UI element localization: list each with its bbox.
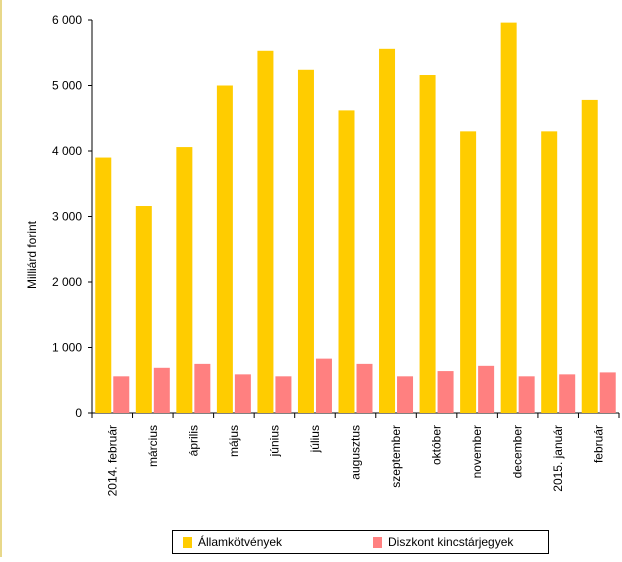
x-tick-label: október bbox=[430, 425, 444, 465]
bar-diszkont bbox=[153, 367, 170, 413]
x-tick-label: június bbox=[267, 425, 281, 457]
bar-diszkont bbox=[559, 374, 576, 413]
x-tick-label: augusztus bbox=[349, 425, 363, 480]
bar-allamkotvenyek bbox=[176, 147, 193, 413]
bar-allamkotvenyek bbox=[95, 157, 112, 413]
legend-label-allamkotvenyek: Államkötvények bbox=[198, 535, 283, 549]
y-tick-label: 3 000 bbox=[52, 210, 82, 224]
bar-allamkotvenyek bbox=[379, 48, 396, 413]
x-tick-label: július bbox=[308, 425, 322, 453]
bar-diszkont bbox=[194, 363, 211, 413]
bar-diszkont bbox=[234, 374, 251, 413]
bar-diszkont bbox=[275, 376, 292, 413]
x-tick-label: december bbox=[511, 425, 525, 478]
x-tick-label: 2015. január bbox=[551, 425, 565, 492]
x-tick-label: május bbox=[227, 425, 241, 457]
x-tick-label: november bbox=[470, 425, 484, 478]
y-tick-label: 4 000 bbox=[52, 144, 82, 158]
y-tick-label: 5 000 bbox=[52, 79, 82, 93]
bar-diszkont bbox=[437, 371, 454, 413]
bar-allamkotvenyek bbox=[581, 99, 598, 413]
y-tick-label: 2 000 bbox=[52, 275, 82, 289]
bar-diszkont bbox=[518, 376, 535, 413]
bar-allamkotvenyek bbox=[135, 206, 152, 413]
x-tick-label: április bbox=[186, 425, 200, 456]
bars bbox=[95, 22, 616, 414]
legend-swatch-diszkont bbox=[373, 536, 382, 548]
y-axis-label: Milliárd forint bbox=[25, 220, 39, 289]
legend-label-diszkont: Diszkont kincstárjegyek bbox=[388, 535, 514, 549]
legend-item-allamkotvenyek: Államkötvények bbox=[183, 535, 282, 549]
bar-diszkont bbox=[478, 365, 495, 413]
bar-diszkont bbox=[599, 372, 616, 413]
bar-diszkont bbox=[113, 376, 130, 413]
bar-allamkotvenyek bbox=[419, 75, 436, 414]
bar-allamkotvenyek bbox=[297, 69, 314, 413]
x-tick-label: 2014. február bbox=[105, 425, 119, 496]
legend-swatch-allamkotvenyek bbox=[183, 536, 192, 548]
x-tick-label: szeptember bbox=[389, 425, 403, 488]
bar-allamkotvenyek bbox=[500, 22, 517, 414]
y-tick-label: 0 bbox=[75, 406, 82, 420]
y-tick-label: 1 000 bbox=[52, 341, 82, 355]
bar-diszkont bbox=[356, 363, 373, 413]
tick-labels: 0 1 000 2 000 3 000 4 000 5 000 6 000 2014. feb… bbox=[52, 13, 606, 496]
bar-allamkotvenyek bbox=[216, 85, 233, 413]
legend: Államkötvények Diszkont kincstárjegyek bbox=[172, 530, 549, 554]
bar-diszkont bbox=[397, 376, 414, 413]
x-tick-label: február bbox=[592, 425, 606, 463]
bar-allamkotvenyek bbox=[541, 131, 558, 413]
bar-allamkotvenyek bbox=[338, 110, 355, 413]
bar-allamkotvenyek bbox=[257, 50, 274, 413]
bar-allamkotvenyek bbox=[460, 131, 477, 413]
bar-diszkont bbox=[315, 358, 332, 413]
x-tick-label: március bbox=[146, 425, 160, 467]
legend-item-diszkont: Diszkont kincstárjegyek bbox=[373, 535, 513, 549]
y-tick-label: 6 000 bbox=[52, 13, 82, 27]
